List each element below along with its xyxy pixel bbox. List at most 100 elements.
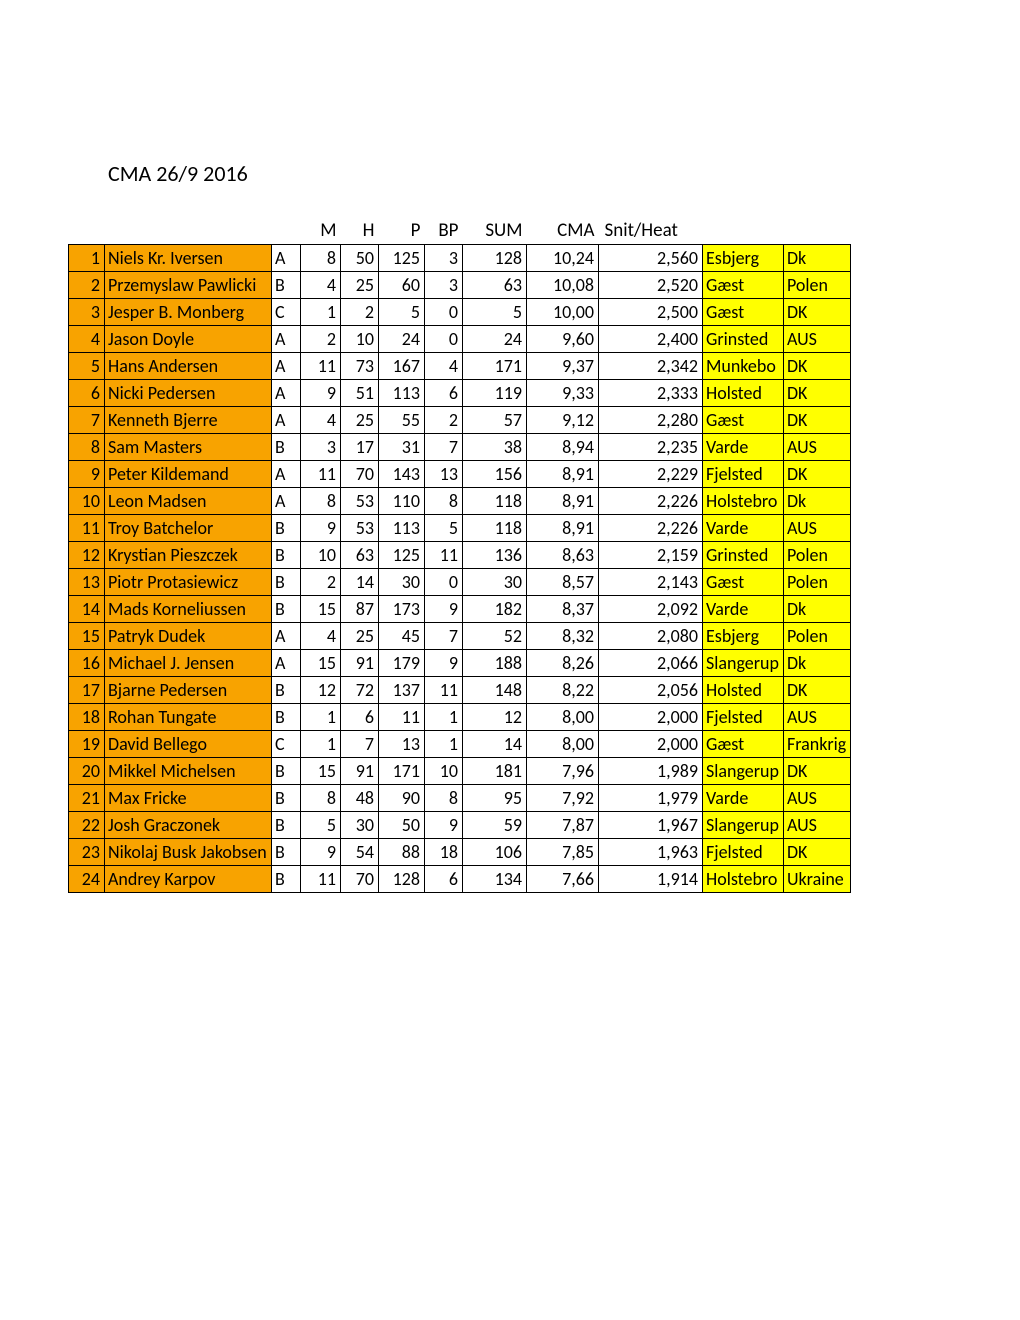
sum-cell: 156 bbox=[463, 461, 527, 488]
m-cell: 5 bbox=[301, 812, 341, 839]
snit-cell: 2,520 bbox=[599, 272, 703, 299]
cma-cell: 8,00 bbox=[527, 731, 599, 758]
sum-cell: 119 bbox=[463, 380, 527, 407]
bp-cell: 8 bbox=[425, 488, 463, 515]
team-cell: Holsted bbox=[703, 677, 784, 704]
h-cell: 6 bbox=[341, 704, 379, 731]
rank-cell: 11 bbox=[69, 515, 105, 542]
table-row: 11Troy BatchelorB95311351188,912,226Vard… bbox=[69, 515, 851, 542]
class-cell: B bbox=[272, 758, 301, 785]
snit-cell: 1,979 bbox=[599, 785, 703, 812]
team-cell: Varde bbox=[703, 785, 784, 812]
m-cell: 9 bbox=[301, 380, 341, 407]
snit-cell: 2,342 bbox=[599, 353, 703, 380]
country-cell: Polen bbox=[783, 542, 850, 569]
m-cell: 1 bbox=[301, 731, 341, 758]
p-cell: 60 bbox=[379, 272, 425, 299]
sum-cell: 134 bbox=[463, 866, 527, 893]
m-cell: 2 bbox=[301, 569, 341, 596]
snit-cell: 2,229 bbox=[599, 461, 703, 488]
m-cell: 2 bbox=[301, 326, 341, 353]
snit-cell: 2,235 bbox=[599, 434, 703, 461]
h-cell: 53 bbox=[341, 488, 379, 515]
country-cell: Polen bbox=[783, 623, 850, 650]
rank-cell: 4 bbox=[69, 326, 105, 353]
class-cell: B bbox=[272, 542, 301, 569]
snit-cell: 2,066 bbox=[599, 650, 703, 677]
m-cell: 11 bbox=[301, 866, 341, 893]
name-cell: Leon Madsen bbox=[105, 488, 272, 515]
m-cell: 11 bbox=[301, 461, 341, 488]
p-cell: 88 bbox=[379, 839, 425, 866]
snit-cell: 2,500 bbox=[599, 299, 703, 326]
class-cell: B bbox=[272, 812, 301, 839]
p-cell: 55 bbox=[379, 407, 425, 434]
name-cell: Mads Korneliussen bbox=[105, 596, 272, 623]
country-cell: DK bbox=[783, 461, 850, 488]
rank-cell: 22 bbox=[69, 812, 105, 839]
cma-cell: 7,66 bbox=[527, 866, 599, 893]
table-row: 13Piotr ProtasiewiczB214300308,572,143Gæ… bbox=[69, 569, 851, 596]
cma-cell: 10,00 bbox=[527, 299, 599, 326]
snit-cell: 2,280 bbox=[599, 407, 703, 434]
country-cell: Dk bbox=[783, 650, 850, 677]
team-cell: Gæst bbox=[703, 731, 784, 758]
table-row: 3Jesper B. MonbergC1250510,002,500GæstDK bbox=[69, 299, 851, 326]
table-row: 9Peter KildemandA1170143131568,912,229Fj… bbox=[69, 461, 851, 488]
rank-cell: 19 bbox=[69, 731, 105, 758]
m-cell: 3 bbox=[301, 434, 341, 461]
name-cell: David Bellego bbox=[105, 731, 272, 758]
class-cell: A bbox=[272, 326, 301, 353]
name-cell: Piotr Protasiewicz bbox=[105, 569, 272, 596]
name-cell: Mikkel Michelsen bbox=[105, 758, 272, 785]
rank-cell: 10 bbox=[69, 488, 105, 515]
h-cell: 2 bbox=[341, 299, 379, 326]
name-cell: Nicki Pedersen bbox=[105, 380, 272, 407]
name-cell: Max Fricke bbox=[105, 785, 272, 812]
table-row: 21Max FrickeB848908957,921,979VardeAUS bbox=[69, 785, 851, 812]
m-cell: 10 bbox=[301, 542, 341, 569]
rank-cell: 5 bbox=[69, 353, 105, 380]
team-cell: Grinsted bbox=[703, 542, 784, 569]
cma-cell: 8,91 bbox=[527, 488, 599, 515]
cma-cell: 8,32 bbox=[527, 623, 599, 650]
bp-cell: 0 bbox=[425, 569, 463, 596]
p-cell: 110 bbox=[379, 488, 425, 515]
snit-cell: 2,000 bbox=[599, 704, 703, 731]
cma-cell: 10,24 bbox=[527, 245, 599, 272]
team-cell: Esbjerg bbox=[703, 245, 784, 272]
bp-cell: 9 bbox=[425, 812, 463, 839]
table-row: 6Nicki PedersenA95111361199,332,333Holst… bbox=[69, 380, 851, 407]
cma-cell: 8,00 bbox=[527, 704, 599, 731]
table-row: 14Mads KorneliussenB158717391828,372,092… bbox=[69, 596, 851, 623]
sum-cell: 14 bbox=[463, 731, 527, 758]
team-cell: Munkebo bbox=[703, 353, 784, 380]
rank-cell: 23 bbox=[69, 839, 105, 866]
bp-cell: 10 bbox=[425, 758, 463, 785]
bp-cell: 9 bbox=[425, 596, 463, 623]
cma-cell: 9,33 bbox=[527, 380, 599, 407]
cma-cell: 9,37 bbox=[527, 353, 599, 380]
bp-cell: 0 bbox=[425, 299, 463, 326]
name-cell: Kenneth Bjerre bbox=[105, 407, 272, 434]
country-cell: DK bbox=[783, 380, 850, 407]
h-cell: 25 bbox=[341, 623, 379, 650]
name-cell: Nikolaj Busk Jakobsen bbox=[105, 839, 272, 866]
sum-cell: 148 bbox=[463, 677, 527, 704]
page-title: CMA 26/9 2016 bbox=[108, 160, 1020, 187]
team-cell: Varde bbox=[703, 515, 784, 542]
h-cell: 63 bbox=[341, 542, 379, 569]
snit-cell: 2,333 bbox=[599, 380, 703, 407]
sum-cell: 30 bbox=[463, 569, 527, 596]
class-cell: C bbox=[272, 731, 301, 758]
bp-cell: 6 bbox=[425, 380, 463, 407]
class-cell: B bbox=[272, 272, 301, 299]
m-cell: 1 bbox=[301, 704, 341, 731]
cma-cell: 8,37 bbox=[527, 596, 599, 623]
rank-cell: 12 bbox=[69, 542, 105, 569]
team-cell: Grinsted bbox=[703, 326, 784, 353]
name-cell: Jesper B. Monberg bbox=[105, 299, 272, 326]
class-cell: A bbox=[272, 353, 301, 380]
country-cell: AUS bbox=[783, 785, 850, 812]
bp-cell: 1 bbox=[425, 704, 463, 731]
